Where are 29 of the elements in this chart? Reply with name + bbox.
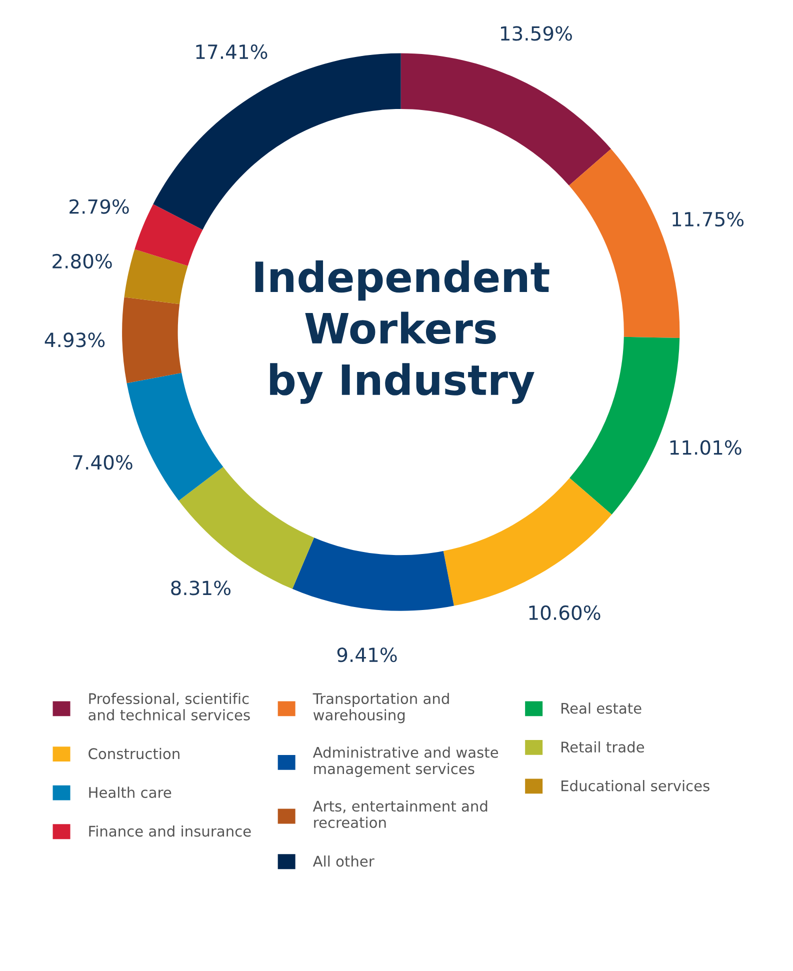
donut-slice [443, 478, 612, 606]
data-label: 9.41% [337, 647, 397, 662]
legend-label: Finance and insurance [89, 825, 251, 837]
data-label: 17.41% [196, 44, 268, 60]
legend-label: All other [312, 855, 374, 867]
text: Independent Workers by Industry [255, 260, 550, 404]
data-label: 8.31% [171, 580, 230, 596]
legend-label: Health care [89, 786, 172, 798]
legend-label: Retail trade [562, 741, 644, 753]
donut-slice [400, 53, 612, 186]
data-label: 10.60% [529, 605, 600, 620]
donut-slice [292, 538, 454, 611]
donut-slice [124, 249, 188, 304]
data-label: 2.79% [70, 199, 129, 214]
legend-label: Professional, scientific and technical services [88, 692, 250, 720]
data-label: 11.75% [672, 212, 744, 227]
donut-slice [122, 297, 182, 384]
legend-label: Arts, entertainment and recreation [312, 800, 488, 828]
data-label: 2.80% [52, 254, 112, 269]
legend-label: Educational services [562, 780, 710, 792]
data-label: 13.59% [501, 26, 572, 41]
data-label: 4.93% [44, 332, 105, 348]
data-label: 11.01% [670, 440, 742, 455]
legend-label: Transportation and warehousing [312, 692, 449, 724]
donut-slice [134, 204, 203, 266]
legend-label: Administrative and waste management services [312, 746, 498, 778]
data-label: 7.40% [73, 455, 132, 470]
legend-label: Real estate [562, 702, 642, 714]
legend-label: Construction [88, 748, 180, 760]
